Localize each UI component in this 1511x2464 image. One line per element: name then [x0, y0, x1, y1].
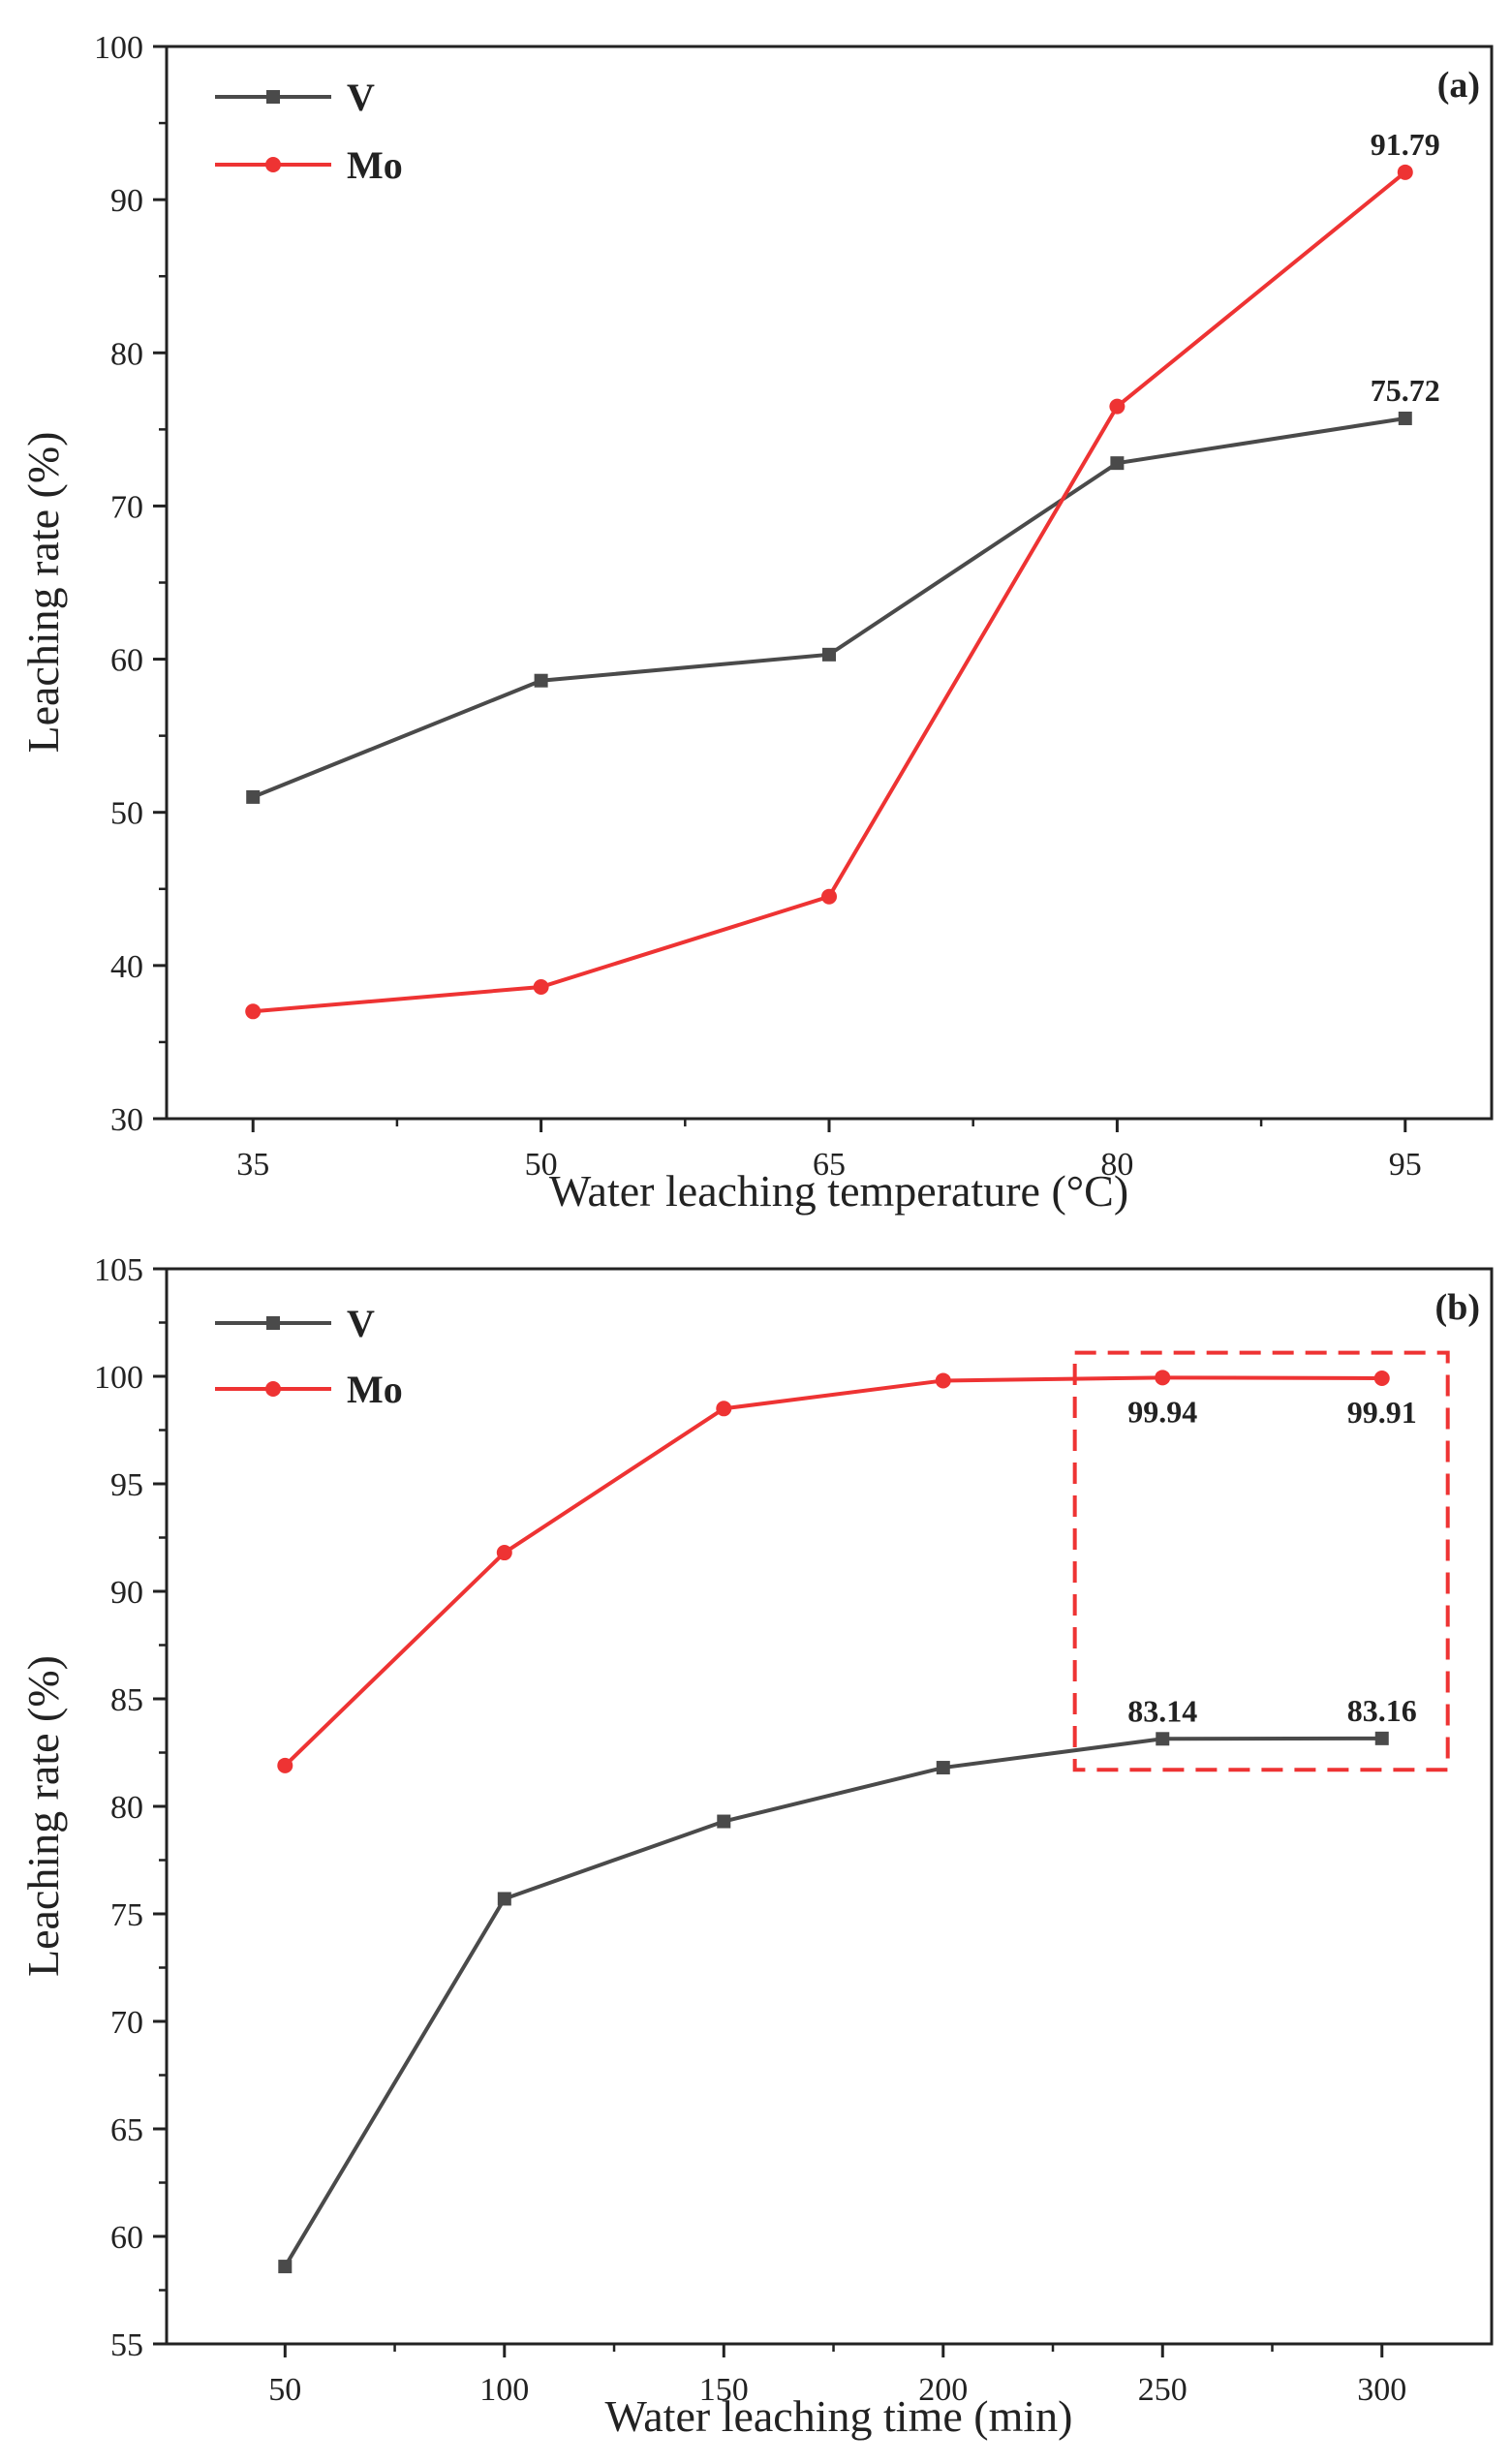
x-tick-label: 35: [236, 1147, 269, 1183]
data-point-mo: [496, 1545, 512, 1561]
y-tick-label: 30: [110, 1102, 143, 1138]
data-point-mo: [1155, 1370, 1171, 1386]
data-point-mo: [1373, 1370, 1390, 1386]
y-tick-label: 90: [110, 183, 143, 219]
panel-label: (b): [1435, 1287, 1480, 1328]
data-point-v: [246, 789, 261, 804]
y-tick-label: 50: [110, 796, 143, 832]
plot-frame: [165, 45, 1494, 1121]
series-line-v: [252, 416, 1406, 799]
x-tick-label: 50: [525, 1147, 558, 1183]
legend-label-mo: Mo: [347, 1368, 403, 1411]
x-tick-label: 50: [268, 2372, 301, 2408]
y-tick-label: 60: [110, 643, 143, 679]
data-label: 99.91: [1347, 1395, 1417, 1430]
legend-marker-v: [266, 1316, 280, 1330]
y-tick-label: 65: [110, 2112, 143, 2148]
plot-frame: [165, 1267, 1494, 2346]
x-tick-label: 200: [918, 2372, 968, 2408]
series-line-mo: [283, 1375, 1382, 1768]
data-point-mo: [277, 1757, 293, 1773]
data-point-v: [1156, 1732, 1170, 1746]
y-tick-label: 80: [110, 336, 143, 372]
chart-panel-b: 55 60 65 70 75 80 85 90 95 100 105 50 100 150 200 250 30…: [18, 1252, 1494, 2441]
y-tick-label: 70: [110, 489, 143, 525]
data-label: 91.79: [1371, 127, 1440, 162]
data-label: 83.16: [1347, 1693, 1417, 1728]
data-label: 75.72: [1371, 373, 1440, 408]
data-point-mo: [245, 1003, 262, 1020]
x-tick-label: 95: [1389, 1147, 1422, 1183]
y-tick-label: 55: [110, 2327, 143, 2363]
data-point-v: [1374, 1731, 1389, 1745]
legend-marker-v: [266, 90, 280, 104]
data-point-v: [497, 1892, 511, 1906]
data-point-v: [822, 647, 836, 662]
x-tick-label: 250: [1138, 2372, 1187, 2408]
legend-label-v: V: [347, 76, 375, 119]
x-tick-label: 300: [1357, 2372, 1406, 2408]
data-point-v: [278, 2260, 293, 2274]
x-axis-title: Water leaching temperature (°C): [549, 1166, 1128, 1216]
data-label: 83.14: [1127, 1693, 1197, 1728]
x-tick-label: 150: [699, 2372, 749, 2408]
panel-label: (a): [1437, 65, 1480, 106]
data-point-v: [1398, 411, 1412, 425]
series-line-mo: [253, 170, 1407, 1014]
data-point-mo: [533, 978, 549, 995]
data-label: 99.94: [1127, 1394, 1197, 1429]
y-tick-label: 75: [110, 1897, 143, 1933]
data-point-v: [1110, 456, 1125, 471]
data-point-mo: [1109, 398, 1126, 415]
data-point-mo: [935, 1372, 951, 1389]
y-tick-label: 60: [110, 2220, 143, 2256]
y-tick-label: 85: [110, 1682, 143, 1718]
y-tick-label: 95: [110, 1467, 143, 1503]
series-line-v: [283, 1736, 1382, 2268]
data-point-mo: [821, 888, 837, 905]
data-point-mo: [1397, 164, 1413, 180]
legend-label-v: V: [347, 1302, 375, 1345]
chart-panel-a: 30 40 50 60 70 80 90 100 35 50 65 80 95 Water leachin…: [18, 30, 1494, 1216]
data-point-v: [534, 673, 548, 688]
data-point-mo: [716, 1401, 732, 1417]
y-axis-title: Leaching rate (%): [18, 431, 68, 753]
y-tick-label: 105: [94, 1252, 143, 1288]
x-axis-title: Water leaching time (min): [605, 2391, 1073, 2441]
y-tick-label: 70: [110, 2005, 143, 2041]
y-tick-label: 100: [94, 1360, 143, 1396]
data-point-v: [717, 1814, 731, 1829]
data-point-v: [936, 1761, 950, 1775]
x-tick-label: 65: [813, 1147, 846, 1183]
y-tick-label: 100: [94, 30, 143, 66]
y-axis-title: Leaching rate (%): [18, 1655, 68, 1977]
legend-marker-mo: [265, 157, 281, 172]
x-tick-label: 80: [1100, 1147, 1133, 1183]
y-tick-label: 40: [110, 949, 143, 985]
y-tick-label: 90: [110, 1575, 143, 1611]
legend-label-mo: Mo: [347, 143, 403, 187]
x-tick-label: 100: [479, 2372, 529, 2408]
y-tick-label: 80: [110, 1790, 143, 1826]
legend-marker-mo: [265, 1381, 281, 1397]
